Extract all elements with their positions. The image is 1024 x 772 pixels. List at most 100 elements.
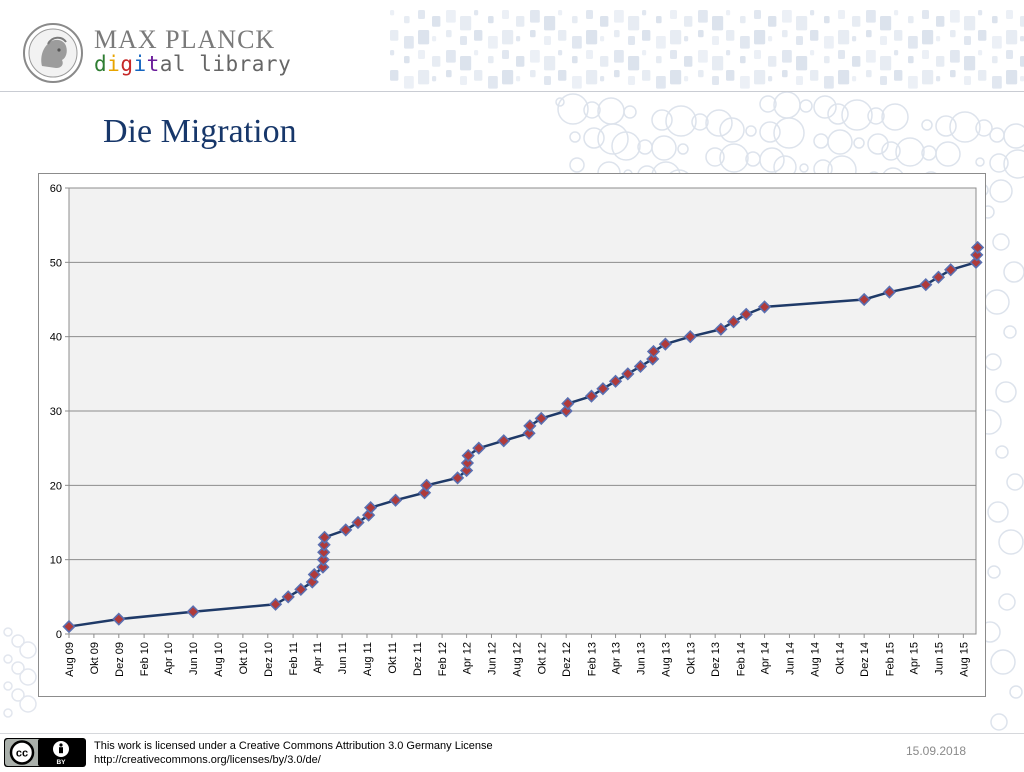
header-dot [572, 56, 578, 64]
license-url[interactable]: http://creativecommons.org/licenses/by/3… [94, 754, 321, 766]
data-point [757, 300, 772, 314]
header-dot [978, 50, 983, 56]
background-dot [975, 119, 993, 137]
background-dot [3, 681, 13, 691]
cc-label: cc [16, 748, 28, 760]
header-dot [712, 16, 724, 31]
header-dot [992, 16, 998, 24]
header-dot [824, 56, 830, 64]
data-point [919, 278, 933, 292]
background-dot [975, 157, 985, 167]
header-dot [1006, 70, 1018, 85]
header-dot [810, 70, 819, 81]
header-dot [866, 70, 872, 78]
background-dot [987, 565, 1001, 579]
background-dot [867, 107, 885, 125]
header-dot [712, 76, 719, 85]
background-dot [799, 163, 809, 173]
background-dot [1006, 473, 1024, 491]
header-dot [432, 56, 441, 67]
header-dot [964, 16, 976, 31]
data-point [294, 582, 308, 597]
header-dot [390, 30, 399, 41]
data-point [316, 560, 330, 574]
header-dot [530, 30, 536, 38]
header-dot [670, 70, 682, 85]
background-dot [987, 501, 1009, 523]
x-tick-label: Apr 13 [611, 642, 623, 674]
data-point [317, 530, 332, 544]
x-tick-label: Okt 10 [238, 642, 250, 674]
x-tick-label: Apr 14 [760, 642, 772, 674]
background-dot [3, 627, 13, 637]
header-dot [796, 36, 803, 45]
header-dot [964, 36, 971, 45]
license-text: This work is licensed under a Creative C… [94, 740, 493, 752]
header-dot [530, 50, 540, 63]
x-tick-label: Jun 13 [635, 642, 647, 675]
background-dot [651, 109, 673, 131]
background-dot [691, 113, 709, 131]
header-dot [404, 36, 414, 49]
header-dot [502, 70, 514, 85]
data-point [316, 553, 330, 567]
header-dot [460, 16, 472, 31]
header-dot [936, 36, 941, 42]
header-dot [936, 76, 941, 82]
header-dot [628, 56, 640, 71]
migration-line-chart: 0 10 20 30 40 50 60 Aug 09 Okt 09 Dez 09 Feb 10 Ap… [50, 183, 985, 677]
header-dot [824, 16, 830, 24]
header-dot [992, 36, 1002, 49]
background-dot [827, 103, 849, 125]
header-dot [446, 70, 452, 78]
header-dot [530, 70, 536, 78]
header-dot [656, 76, 666, 89]
background-dot [677, 143, 689, 155]
header-dot [950, 70, 956, 78]
header-dot [838, 10, 845, 19]
background-dot [867, 133, 889, 155]
header-dot [516, 56, 525, 67]
header-dot [404, 76, 414, 89]
header-dot [768, 56, 777, 67]
header-dot [432, 16, 441, 27]
header-dot [614, 50, 624, 63]
header-dot [502, 30, 514, 45]
x-tick-label: Feb 11 [288, 642, 300, 675]
data-point [739, 307, 753, 321]
header-dot [446, 30, 452, 38]
background-dot [827, 129, 853, 155]
header-dot [642, 30, 651, 41]
header-dot [894, 10, 899, 16]
x-tick-label: Aug 14 [809, 642, 821, 677]
creative-commons-by-icon[interactable]: cc BY [4, 738, 86, 767]
y-axis-ticks: 0 10 20 30 40 50 60 [50, 183, 69, 641]
series-markers [62, 240, 985, 634]
header-dot [950, 50, 960, 63]
background-dot [998, 593, 1016, 611]
header-dot [600, 76, 605, 82]
header-dot [474, 50, 479, 56]
header-dot [390, 10, 395, 16]
header-dot [614, 70, 620, 78]
header-dot [670, 30, 682, 45]
header-dot [698, 30, 704, 38]
background-dot [773, 92, 801, 119]
header-dot [460, 76, 467, 85]
data-point [112, 612, 126, 626]
x-tick-label: Dez 13 [710, 642, 722, 677]
x-tick-label: Jun 10 [188, 642, 200, 675]
header-dot [992, 56, 998, 64]
header-dot [404, 56, 410, 64]
header-dot [558, 70, 567, 81]
header-dot [852, 56, 861, 67]
background-dot [3, 654, 13, 664]
header-dot [586, 50, 593, 59]
background-dot [651, 135, 677, 161]
header-dot [978, 70, 987, 81]
background-dot [11, 688, 25, 702]
header-dot [880, 56, 892, 71]
header-dot [474, 10, 479, 16]
data-point [317, 545, 331, 559]
header-dot [488, 36, 498, 49]
